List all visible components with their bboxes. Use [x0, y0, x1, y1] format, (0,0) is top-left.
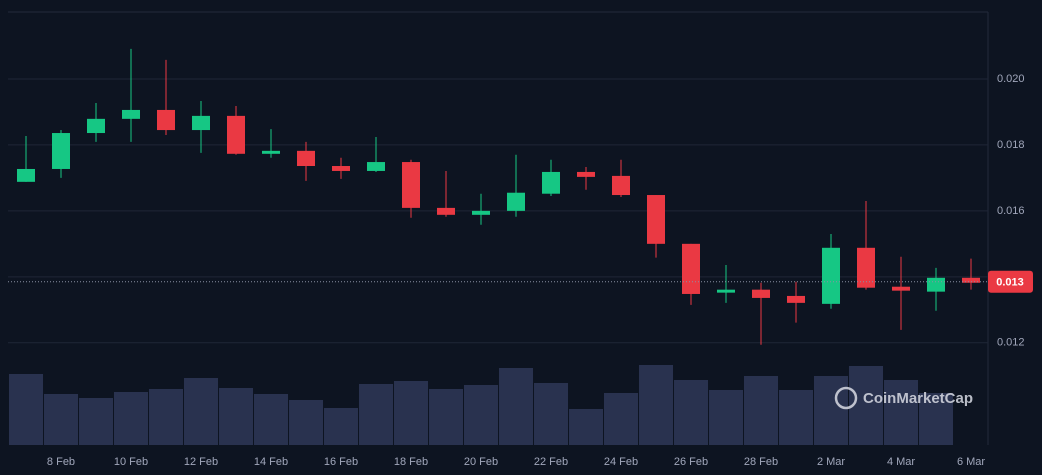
volume-bar	[219, 388, 253, 445]
candle-body	[857, 247, 875, 288]
candle-body	[927, 277, 945, 292]
candle-body	[52, 133, 70, 169]
candle-body	[262, 150, 280, 154]
x-tick-label: 28 Feb	[744, 456, 778, 468]
volume-bar	[499, 368, 533, 445]
x-tick-label: 18 Feb	[394, 456, 428, 468]
x-tick-label: 6 Mar	[957, 456, 985, 468]
volume-bar	[394, 381, 428, 445]
x-tick-label: 12 Feb	[184, 456, 218, 468]
volume-bar	[149, 389, 183, 445]
candle-body	[367, 162, 385, 171]
x-tick-label: 8 Feb	[47, 456, 75, 468]
y-tick-label: 0.016	[997, 205, 1025, 217]
x-tick-label: 22 Feb	[534, 456, 568, 468]
volume-bar	[919, 393, 953, 445]
candle-body	[752, 289, 770, 298]
watermark-logo	[834, 386, 858, 410]
volume-bar	[429, 389, 463, 445]
volume-bar	[744, 376, 778, 445]
candle-body	[17, 168, 35, 182]
volume-bar	[639, 365, 673, 445]
y-tick-label: 0.020	[997, 73, 1025, 85]
last-price-label: 0.013	[996, 277, 1024, 289]
volume-bar	[884, 380, 918, 445]
volume-bar	[44, 394, 78, 445]
candle-body	[612, 175, 630, 196]
candle-body	[402, 162, 420, 208]
candle-body	[122, 109, 140, 119]
volume-bar	[79, 398, 113, 445]
x-tick-label: 24 Feb	[604, 456, 638, 468]
volume-bar	[534, 383, 568, 445]
y-tick-label: 0.018	[997, 139, 1025, 151]
candle-body	[962, 277, 980, 283]
candle-body	[192, 115, 210, 131]
x-tick-label: 16 Feb	[324, 456, 358, 468]
x-tick-label: 4 Mar	[887, 456, 915, 468]
volume-bar	[289, 400, 323, 445]
x-tick-label: 10 Feb	[114, 456, 148, 468]
volume-bar	[464, 385, 498, 445]
volume-bar	[184, 378, 218, 445]
candle-body	[472, 210, 490, 215]
volume-bar	[569, 409, 603, 445]
volume-bar	[114, 392, 148, 445]
watermark: CoinMarketCap	[834, 386, 973, 410]
candle-body	[542, 171, 560, 194]
candle-body	[297, 150, 315, 167]
volume-bar	[359, 384, 393, 445]
volume-bar	[9, 374, 43, 445]
candle-body	[227, 115, 245, 154]
volume-bar	[674, 380, 708, 445]
volume-bar	[324, 408, 358, 445]
candle-body	[682, 243, 700, 294]
candle-body	[437, 207, 455, 215]
candle-body	[332, 166, 350, 171]
candle-body	[892, 286, 910, 291]
x-tick-label: 26 Feb	[674, 456, 708, 468]
candle-body	[507, 192, 525, 211]
volume-bar	[709, 390, 743, 445]
x-tick-label: 14 Feb	[254, 456, 288, 468]
volume-bar	[779, 390, 813, 445]
candle-body	[647, 195, 665, 244]
candle-body	[157, 109, 175, 131]
x-tick-label: 2 Mar	[817, 456, 845, 468]
volume-bar	[604, 393, 638, 445]
candle-body	[787, 295, 805, 303]
volume-bar	[814, 376, 848, 445]
candle-body	[717, 289, 735, 293]
watermark-text: CoinMarketCap	[863, 390, 973, 407]
candle-body	[87, 118, 105, 134]
volume-bar	[254, 394, 288, 445]
x-tick-label: 20 Feb	[464, 456, 498, 468]
y-tick-label: 0.012	[997, 337, 1025, 349]
candle-body	[822, 247, 840, 304]
volume-bar	[849, 366, 883, 445]
candle-body	[577, 171, 595, 177]
last-price-badge	[988, 270, 1033, 293]
